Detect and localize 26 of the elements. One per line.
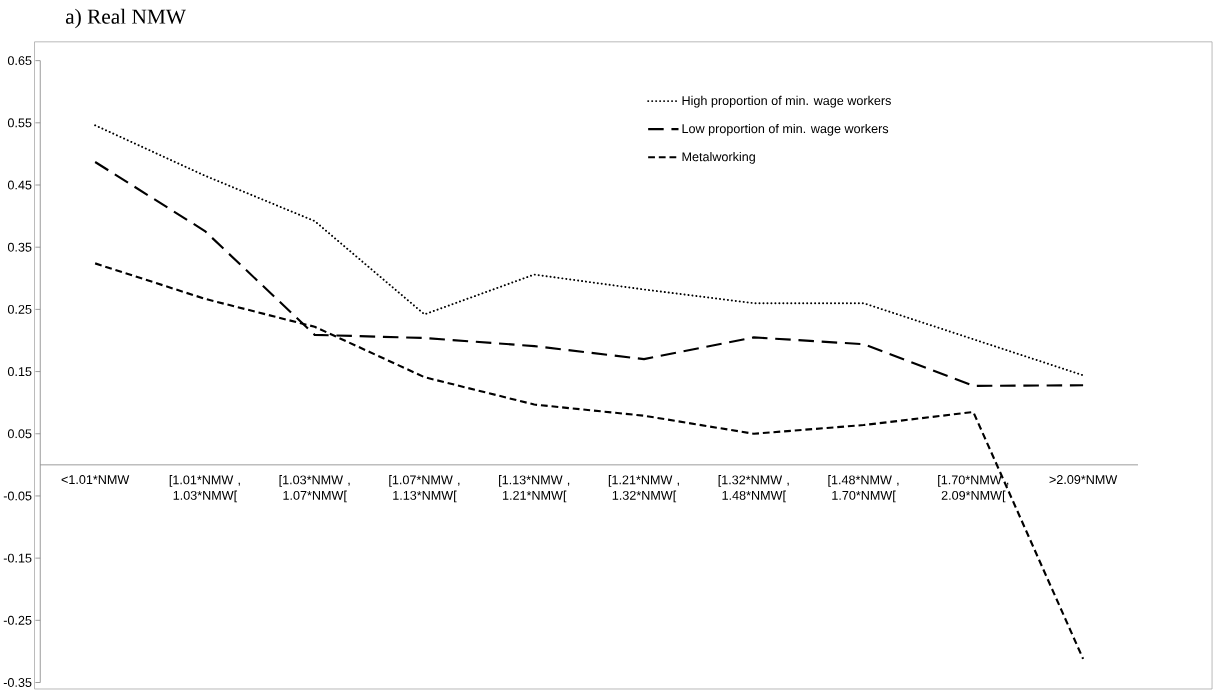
x-tick-label: [1.21*NMW , 1.32*NMW[ <box>608 474 679 503</box>
line-series <box>94 124 1085 377</box>
y-tick-label: -0.25 <box>3 615 32 625</box>
x-tick-label: [1.07*NMW , 1.13*NMW[ <box>389 474 460 503</box>
x-tick-label: [1.13*NMW , 1.21*NMW[ <box>499 474 570 503</box>
y-tick-label: -0.35 <box>3 677 32 687</box>
chart-title: a) Real NMW <box>65 8 186 29</box>
legend-label: Low proportion of min. wage workers <box>682 123 889 136</box>
x-tick-label: [1.70*NMW , 2.09*NMW[ <box>938 474 1009 503</box>
y-tick-label: 0.65 <box>7 56 32 65</box>
y-tick-label: 0.25 <box>7 304 32 314</box>
y-tick-label: 0.15 <box>7 367 32 376</box>
x-tick-label: <1.01*NMW <box>61 474 130 484</box>
y-tick-label: 0.45 <box>7 180 32 190</box>
legend-label: High proportion of min. wage workers <box>682 95 891 108</box>
x-tick-label: [1.32*NMW , 1.48*NMW[ <box>718 474 789 503</box>
legend-label: Metalworking <box>682 151 755 164</box>
x-tick-label: [1.01*NMW , 1.03*NMW[ <box>169 474 240 503</box>
x-tick-label: [1.48*NMW , 1.70*NMW[ <box>828 474 899 503</box>
x-tick-label: >2.09*NMW <box>1049 474 1118 484</box>
y-tick-label: 0.55 <box>7 118 32 128</box>
y-tick-label: 0.05 <box>7 429 32 439</box>
x-tick-label: [1.03*NMW , 1.07*NMW[ <box>279 474 350 503</box>
y-tick-label: -0.05 <box>3 491 32 501</box>
y-tick-label: 0.35 <box>7 242 32 252</box>
y-tick-label: -0.15 <box>3 553 32 563</box>
